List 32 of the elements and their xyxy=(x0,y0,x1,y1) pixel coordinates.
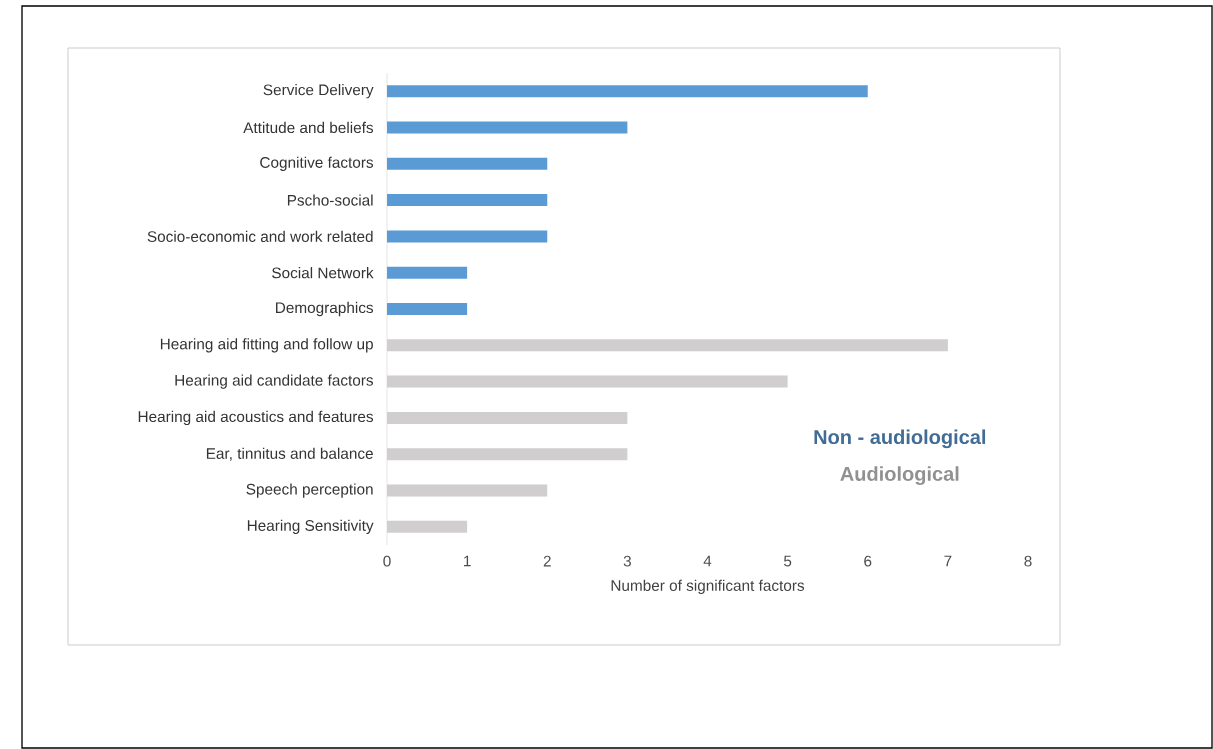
y-tick-label: Pscho-social xyxy=(287,194,373,206)
x-tick-label: 8 xyxy=(1024,555,1032,567)
x-tick-label: 5 xyxy=(783,555,792,567)
y-tick-label: Attitude and beliefs xyxy=(243,121,374,134)
y-tick-label: Ear, tinnitus and balance xyxy=(206,447,373,461)
y-tick-label: Hearing aid acoustics and features xyxy=(138,410,374,426)
text: Audiological xyxy=(840,466,959,485)
x-tick-label: 7 xyxy=(944,555,952,567)
x-tick-label: 1 xyxy=(464,555,471,567)
x-tick-label: 0 xyxy=(383,555,391,567)
y-tick-label: Hearing aid fitting and follow up xyxy=(160,338,373,353)
y-tick-label: Socio-economic and work related xyxy=(147,230,373,243)
y-tick-label: Speech perception xyxy=(246,483,373,498)
text: Non - audiological xyxy=(814,429,986,449)
y-tick-label: Hearing aid candidate factors xyxy=(175,374,374,389)
bar xyxy=(387,194,548,207)
bar xyxy=(387,266,468,279)
bar xyxy=(387,230,548,243)
bar xyxy=(387,303,468,315)
bar xyxy=(387,85,868,98)
x-tick-label: 4 xyxy=(703,555,712,567)
bar xyxy=(387,157,548,170)
y-tick-label: Hearing Sensitivity xyxy=(247,519,374,534)
x-tick-label: 2 xyxy=(543,555,551,567)
bar xyxy=(387,121,628,134)
x-tick-label: 6 xyxy=(864,555,872,567)
x-tick-label: 3 xyxy=(623,555,631,567)
x-axis-title: Number of significant factors xyxy=(611,579,805,594)
y-tick-label: Cognitive factors xyxy=(260,156,374,171)
y-tick-label: Demographics xyxy=(276,301,374,317)
y-tick-label: Service Delivery xyxy=(263,84,374,99)
y-tick-label: Social Network xyxy=(272,267,374,279)
